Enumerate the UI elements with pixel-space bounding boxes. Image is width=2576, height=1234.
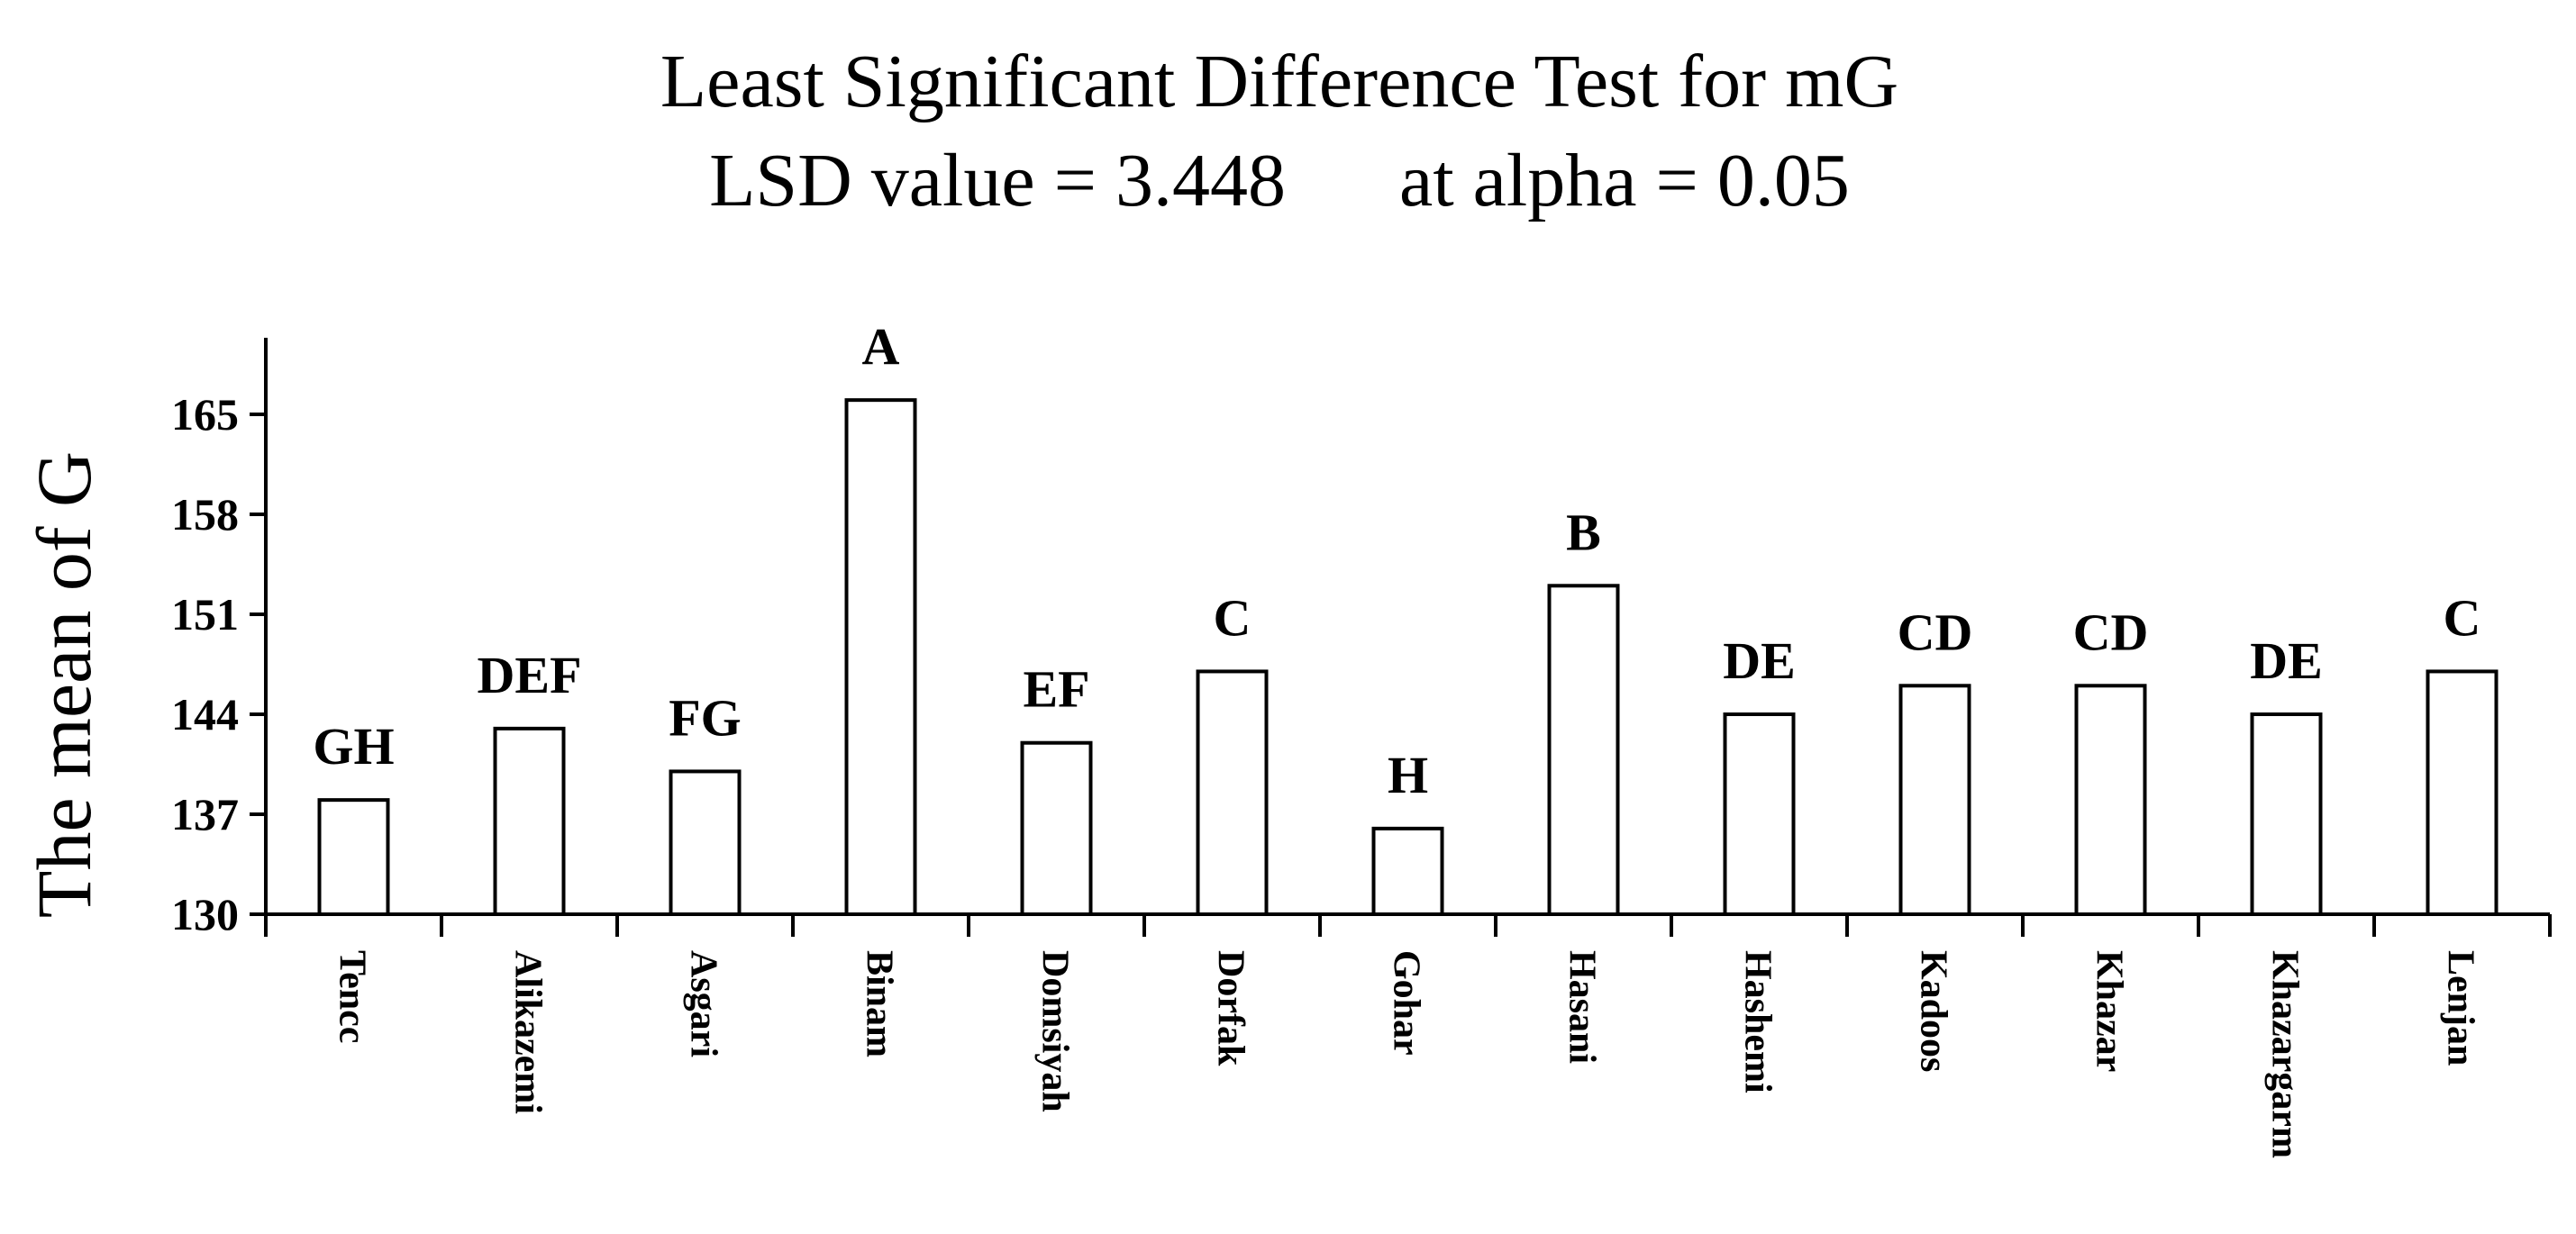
bar xyxy=(2426,669,2499,917)
chart-subtitle: LSD value = 3.448 at alpha = 0.05 xyxy=(709,139,1850,222)
x-tick-label: Lenjan xyxy=(2440,950,2481,1066)
y-tick-label: 137 xyxy=(171,789,239,839)
chart-title: Least Significant Difference Test for mG xyxy=(660,40,1898,123)
bar xyxy=(493,726,566,916)
x-tick-label: Kadoos xyxy=(1913,950,1954,1072)
group-letter-label: C xyxy=(1214,588,1252,647)
bar xyxy=(1371,826,1444,916)
x-tick-label: Tencc xyxy=(332,950,373,1043)
group-letter-label: FG xyxy=(669,688,742,747)
group-letter-label: CD xyxy=(1898,603,1973,661)
group-letter-label: CD xyxy=(2073,603,2149,661)
group-letter-label: H xyxy=(1388,746,1428,804)
group-letter-label: DE xyxy=(2250,631,2323,690)
group-letter-label: EF xyxy=(1023,660,1089,719)
x-tick-label: Dorfak xyxy=(1210,950,1252,1066)
plot-area: 130 137 144 151 158 165 GH Tencc DEF Alikazemi FG A… xyxy=(171,317,2552,1158)
x-tick-label: Alikazemi xyxy=(507,950,549,1114)
y-tick-label: 144 xyxy=(171,689,239,739)
group-letter-label: DE xyxy=(1723,631,1796,690)
bar xyxy=(317,798,390,917)
bar xyxy=(669,769,742,917)
y-tick-label: 130 xyxy=(171,889,239,939)
x-tick-label: Khazargarm xyxy=(2264,950,2306,1158)
bar xyxy=(1020,740,1093,917)
y-tick-label: 158 xyxy=(171,489,239,540)
bar xyxy=(2250,712,2323,916)
y-axis-label: The mean of G xyxy=(21,451,107,918)
x-tick-label: Domsiyah xyxy=(1034,950,1076,1112)
group-letter-label: GH xyxy=(313,717,394,776)
bar xyxy=(1723,712,1796,916)
bar xyxy=(1196,669,1269,917)
x-tick-label: Binam xyxy=(859,950,900,1057)
x-tick-label: Hashemi xyxy=(1737,950,1779,1093)
x-tick-label: Asgari xyxy=(683,950,724,1057)
x-tick-label: Khazar xyxy=(2089,950,2130,1072)
x-tick-label: Hasani xyxy=(1561,950,1603,1064)
y-tick-label: 165 xyxy=(171,389,239,440)
bar xyxy=(844,398,917,916)
x-tick-label: Gohar xyxy=(1386,950,1427,1056)
group-letter-label: B xyxy=(1566,503,1601,561)
group-letter-label: DEF xyxy=(478,646,582,704)
bar xyxy=(1898,684,1971,916)
group-letter-label: C xyxy=(2444,588,2481,647)
group-letter-label: A xyxy=(862,317,900,376)
y-tick-label: 151 xyxy=(171,589,239,640)
bar xyxy=(1547,584,1620,916)
bar xyxy=(2074,684,2147,916)
